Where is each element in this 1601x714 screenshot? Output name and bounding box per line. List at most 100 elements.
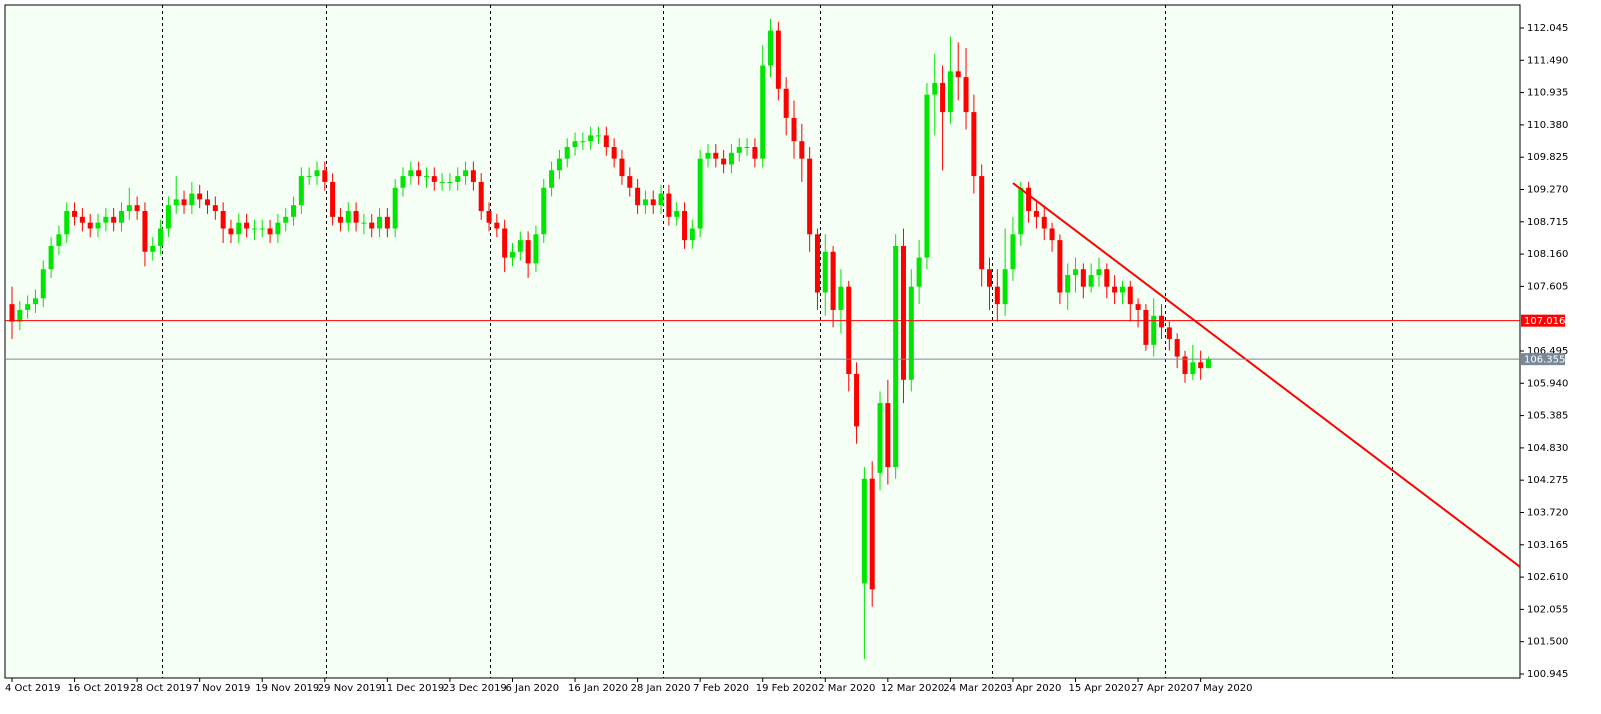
- candle-body: [72, 211, 78, 217]
- candle-body: [205, 199, 210, 206]
- candle-body: [408, 170, 414, 177]
- x-tick-label: 11 Dec 2019: [380, 683, 444, 694]
- candle-body: [509, 251, 515, 258]
- candle-body: [1096, 269, 1102, 276]
- candle-body: [126, 205, 132, 212]
- candle-body: [259, 228, 265, 230]
- candle-body: [893, 245, 899, 468]
- candle-body: [502, 228, 508, 258]
- candle-body: [369, 222, 375, 229]
- candle-body: [799, 141, 805, 159]
- candle-body: [173, 199, 179, 206]
- candle-body: [830, 251, 836, 310]
- candle-body: [760, 65, 766, 159]
- x-tick-label: 28 Jan 2020: [631, 683, 691, 694]
- y-tick-label: 109.270: [1527, 184, 1568, 195]
- x-tick-label: 27 Apr 2020: [1131, 683, 1193, 694]
- candle-body: [846, 286, 852, 374]
- candle-body: [1033, 211, 1039, 217]
- candle-body: [822, 251, 828, 293]
- y-tick-label: 109.825: [1527, 152, 1568, 163]
- y-tick-label: 104.275: [1527, 475, 1568, 486]
- candle-body: [940, 82, 946, 113]
- candle-body: [525, 240, 531, 264]
- candle-body: [228, 228, 234, 235]
- candle-body: [306, 176, 312, 178]
- candle-body: [40, 269, 46, 299]
- candle-body: [1198, 362, 1204, 369]
- candle-body: [1143, 309, 1149, 345]
- y-tick-label: 107.605: [1527, 281, 1568, 292]
- candle-body: [87, 222, 93, 229]
- candle-body: [134, 205, 140, 212]
- candle-body: [423, 176, 429, 178]
- candle-body: [556, 158, 562, 171]
- y-tick-label: 104.830: [1527, 443, 1568, 454]
- candle-body: [1057, 240, 1063, 293]
- x-tick-label: 23 Dec 2019: [443, 683, 507, 694]
- candle-body: [963, 77, 969, 113]
- x-tick-label: 19 Nov 2019: [255, 683, 319, 694]
- y-tick-label: 106.495: [1527, 346, 1568, 357]
- candle-body: [267, 228, 273, 235]
- candle-body: [330, 181, 336, 217]
- candle-body: [650, 199, 656, 206]
- candle-body: [431, 176, 437, 182]
- candle-body: [1190, 362, 1196, 374]
- candle-body: [775, 30, 781, 89]
- y-tick-label: 102.055: [1527, 604, 1568, 615]
- candle-body: [244, 222, 250, 229]
- x-tick-label: 4 Oct 2019: [5, 683, 60, 694]
- candle-body: [181, 199, 187, 206]
- candle-body: [658, 193, 664, 206]
- candle-body: [95, 222, 101, 229]
- candle-body: [627, 176, 633, 188]
- candle-body: [854, 373, 860, 427]
- candle-body: [979, 176, 985, 270]
- candle-body: [1018, 187, 1024, 235]
- y-tick-label: 100.945: [1527, 669, 1568, 680]
- candle-body: [588, 135, 594, 142]
- candle-body: [1112, 286, 1118, 293]
- price-label-box: [1521, 314, 1565, 327]
- x-tick-label: 7 Feb 2020: [693, 683, 749, 694]
- candle-body: [736, 147, 742, 153]
- candle-body: [470, 170, 476, 182]
- candle-body: [220, 211, 226, 229]
- y-tick-label: 111.490: [1527, 55, 1568, 66]
- candle-body: [416, 170, 422, 177]
- price-label: 106.355: [1524, 355, 1565, 366]
- candle-body: [165, 205, 171, 229]
- candle-body: [885, 403, 891, 468]
- y-tick-label: 110.935: [1527, 88, 1568, 99]
- x-tick-label: 16 Jan 2020: [568, 683, 628, 694]
- candle-body: [298, 176, 304, 206]
- candle-body: [111, 216, 117, 223]
- x-tick-label: 7 May 2020: [1194, 683, 1253, 694]
- candle-body: [455, 176, 461, 182]
- x-tick-label: 28 Oct 2019: [130, 683, 192, 694]
- candle-body: [463, 170, 469, 177]
- y-tick-label: 108.715: [1527, 217, 1568, 228]
- candle-body: [1002, 269, 1008, 305]
- candle-body: [447, 181, 453, 183]
- candle-body: [377, 216, 383, 229]
- candle-body: [158, 228, 164, 246]
- candle-body: [1065, 275, 1071, 293]
- candle-body: [1026, 187, 1032, 212]
- candle-body: [807, 158, 813, 235]
- candle-body: [1010, 234, 1016, 270]
- candle-body: [1088, 275, 1094, 287]
- candle-body: [705, 152, 711, 159]
- candle-body: [689, 228, 695, 241]
- x-tick-label: 3 Apr 2020: [1006, 683, 1061, 694]
- x-tick-label: 6 Jan 2020: [505, 683, 559, 694]
- candle-body: [713, 152, 719, 159]
- candle-body: [1166, 327, 1172, 340]
- period-separators: [162, 5, 1393, 678]
- y-tick-label: 101.500: [1527, 637, 1568, 648]
- candle-body: [596, 135, 601, 137]
- candle-body: [721, 158, 727, 165]
- candle-body: [1205, 359, 1211, 369]
